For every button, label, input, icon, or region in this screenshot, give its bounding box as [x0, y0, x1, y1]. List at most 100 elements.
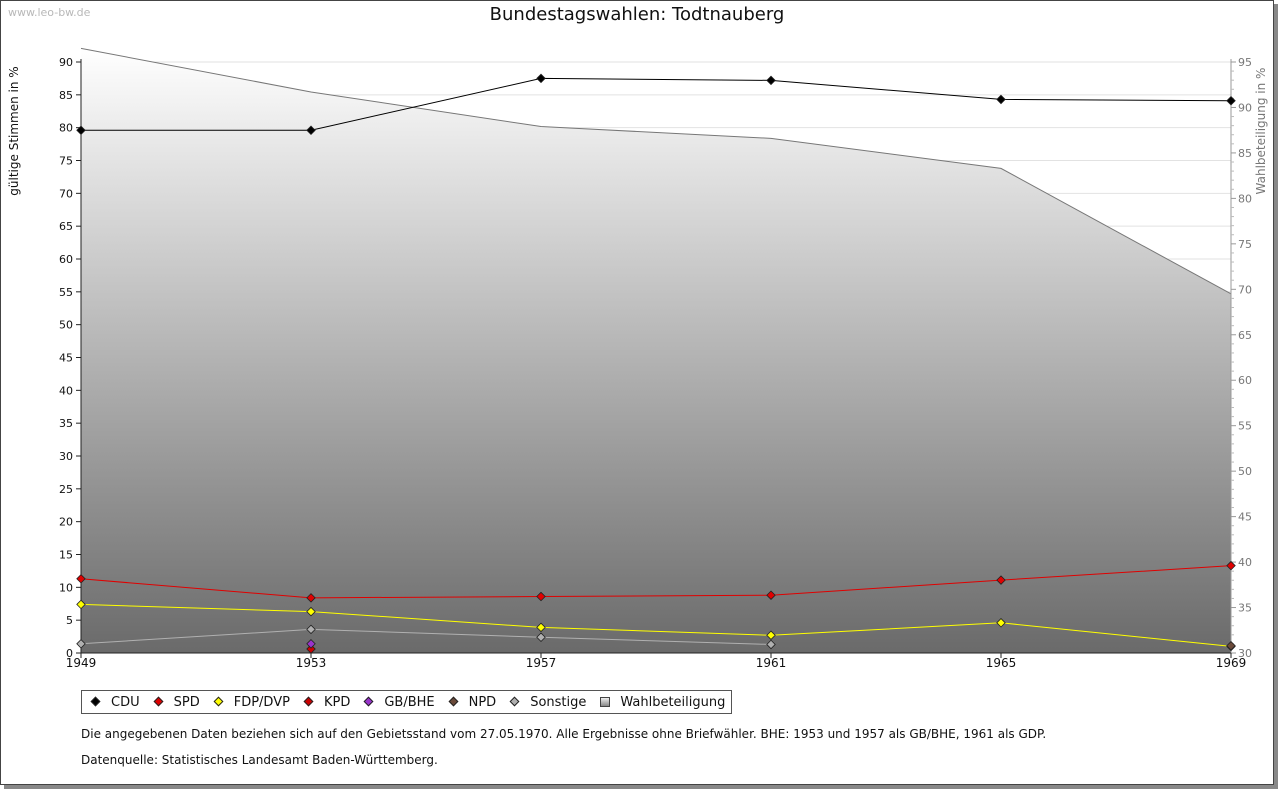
chart-title: Bundestagswahlen: Todtnauberg [489, 4, 785, 25]
data-point [536, 622, 546, 633]
data-point [996, 575, 1006, 585]
y-tick-label-right: 85 [1238, 147, 1252, 160]
legend-label: CDU [111, 694, 140, 710]
y-tick-label-left: 50 [59, 319, 73, 332]
y-tick-label-right: 80 [1238, 192, 1252, 205]
legend-item: Sonstige [509, 695, 586, 710]
data-point [1226, 95, 1236, 106]
y-tick-label-left: 20 [59, 516, 73, 529]
y-tick-label-left: 35 [59, 417, 73, 430]
legend-marker-icon [363, 696, 375, 708]
data-point [766, 590, 776, 600]
y-tick-label-right: 90 [1238, 101, 1252, 114]
data-point [536, 591, 546, 602]
data-point [76, 574, 86, 584]
footnote: Die angegebenen Daten beziehen sich auf … [81, 727, 1047, 741]
y-tick-label-right: 70 [1238, 283, 1252, 296]
x-tick-label: 1949 [66, 656, 97, 670]
y-tick-label-right: 60 [1238, 374, 1252, 387]
watermark: www.leo-bw.de [8, 6, 91, 19]
data-point [536, 632, 546, 643]
y-tick-label-right: 75 [1238, 238, 1252, 251]
data-point [76, 599, 86, 610]
y-tick-label-left: 45 [59, 352, 73, 365]
legend-marker-icon [90, 696, 102, 708]
y-tick-label-left: 5 [66, 614, 73, 627]
data-point [996, 94, 1006, 105]
legend-item: GB/BHE [363, 694, 435, 710]
legend-marker-icon [213, 696, 225, 708]
series-line-cdu [81, 77, 1232, 131]
y-tick-label-left: 85 [59, 89, 73, 102]
y-tick-label-left: 70 [59, 187, 73, 200]
x-tick-label: 1957 [526, 656, 557, 670]
y-tick-label-left: 25 [59, 483, 73, 496]
legend: CDU SPD FDP/DVP KPD GB/BHE NPD Sonstige Wahlbet… [81, 690, 733, 714]
y-tick-label-right: 45 [1238, 511, 1252, 524]
x-tick-label: 1961 [756, 656, 787, 670]
y-tick-label-left: 60 [59, 253, 73, 266]
data-point [1226, 641, 1236, 651]
data-point [536, 73, 546, 84]
data-point [766, 75, 776, 86]
legend-marker-icon [599, 696, 611, 708]
y-tick-label-right: 55 [1238, 420, 1252, 433]
y-tick-label-left: 55 [59, 286, 73, 299]
data-point [306, 606, 316, 617]
turnout-line [80, 47, 1232, 295]
y-tick-label-right: 40 [1238, 556, 1252, 569]
data-source: Datenquelle: Statistisches Landesamt Bad… [81, 753, 438, 767]
legend-item: SPD [153, 695, 200, 710]
legend-label: Sonstige [530, 694, 587, 710]
y-tick-label-right: 35 [1238, 602, 1252, 615]
x-tick-label: 1969 [1216, 656, 1247, 670]
y-tick-label-left: 90 [59, 56, 73, 69]
legend-label: FDP/DVP [233, 694, 290, 710]
y-tick-label-left: 15 [59, 549, 73, 562]
y-tick-label-right: 50 [1238, 465, 1252, 478]
legend-item: KPD [303, 695, 350, 710]
legend-marker-icon [509, 696, 521, 708]
data-point [766, 630, 776, 641]
legend-label: NPD [468, 694, 497, 710]
legend-label: GB/BHE [384, 694, 435, 710]
legend-label: KPD [323, 694, 351, 710]
turnout-area [81, 48, 1231, 654]
data-point [76, 125, 86, 136]
data-point [306, 624, 316, 635]
legend-label: SPD [173, 694, 200, 710]
x-tick-label: 1965 [986, 656, 1017, 670]
data-point [996, 618, 1006, 628]
y-tick-label-left: 75 [59, 155, 73, 168]
y-tick-label-left: 65 [59, 220, 73, 233]
legend-item: FDP/DVP [213, 695, 290, 710]
legend-marker-icon [153, 696, 165, 708]
y-tick-label-left: 0 [66, 647, 73, 660]
legend-marker-icon [448, 696, 460, 708]
y-tick-label-right: 95 [1238, 56, 1252, 69]
data-point [306, 593, 316, 603]
data-point [766, 639, 776, 650]
series-line-sonstige [80, 628, 772, 645]
data-point [1226, 560, 1236, 571]
y-tick-label-right: 65 [1238, 329, 1252, 342]
legend-item: NPD [448, 694, 497, 710]
y-tick-label-left: 10 [59, 581, 73, 594]
x-tick-label: 1953 [296, 656, 327, 670]
legend-marker-icon [303, 696, 315, 708]
legend-item: Wahlbeteiligung [599, 695, 725, 710]
series-line-spd [80, 565, 1232, 599]
data-point [306, 644, 316, 654]
y-tick-label-right: 30 [1238, 647, 1252, 660]
data-point [306, 639, 316, 649]
y-tick-label-left: 40 [59, 384, 73, 397]
series-line-fdpdvp [80, 603, 1232, 647]
y-tick-label-left: 30 [59, 450, 73, 463]
legend-label: Wahlbeteiligung [620, 694, 726, 710]
y-tick-label-left: 80 [59, 122, 73, 135]
legend-item: CDU [90, 695, 140, 710]
data-point [306, 125, 316, 136]
data-point [76, 639, 86, 649]
